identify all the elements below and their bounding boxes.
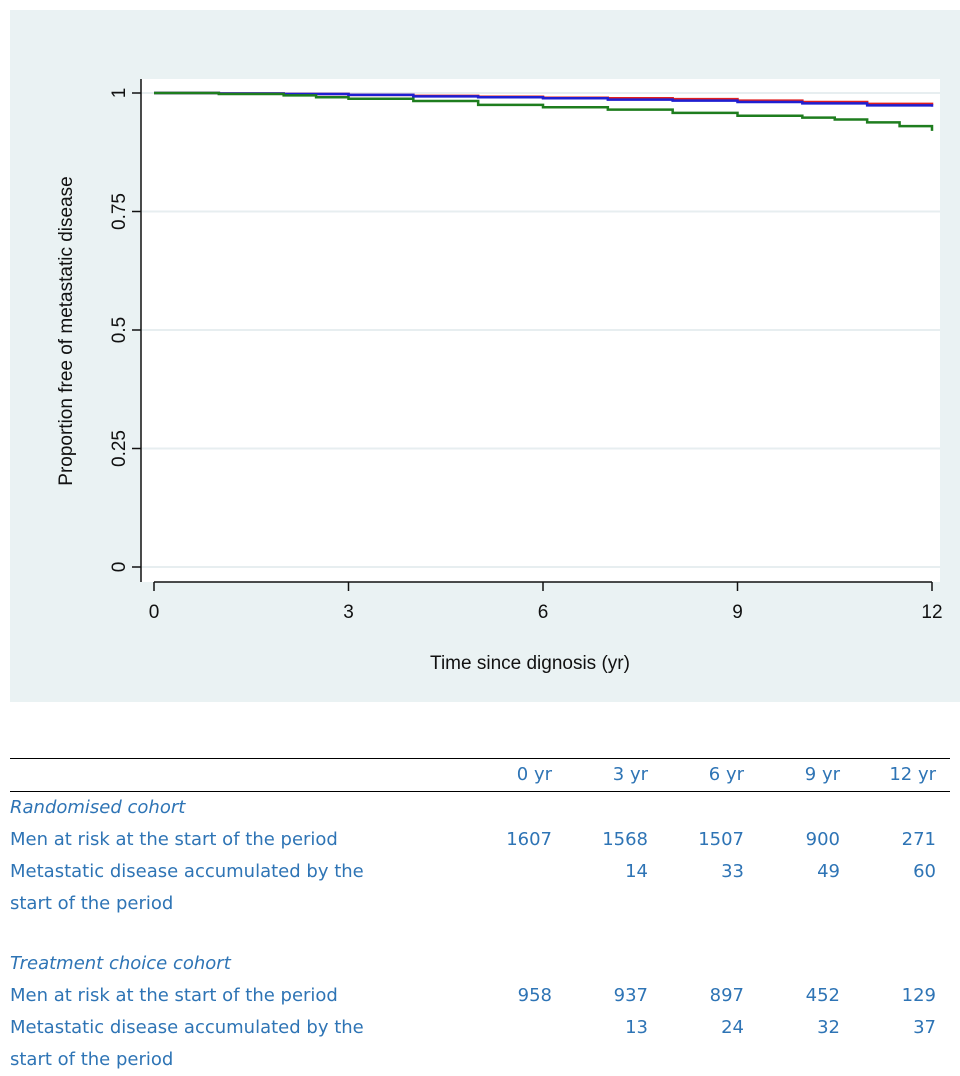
series-line-3 [154,91,934,131]
header-cell: 12 yr [854,758,950,792]
y-tick-label: 0 [109,562,130,573]
header-cell: 3 yr [566,758,662,792]
at-risk-label: Men at risk at the start of the period [10,829,338,850]
table-header-row: 0 yr 3 yr 6 yr 9 yr 12 yr [10,758,950,792]
at-risk-value: 900 [805,829,840,850]
cohort-title-row: Treatment choice cohort [10,948,950,980]
at-risk-value: 1507 [698,829,744,850]
y-tick-label: 1 [109,88,130,99]
metastatic-label-cont: start of the period [10,893,174,914]
at-risk-value: 937 [613,985,648,1006]
metastatic-value: 33 [721,861,744,882]
y-tick-label: 0.75 [109,193,130,230]
metastatic-value [470,1012,566,1044]
y-tick-label: 0.5 [109,317,130,343]
y-tick-label: 0.25 [109,430,130,467]
at-risk-value: 958 [517,985,552,1006]
treatment-cohort-title: Treatment choice cohort [10,953,231,974]
at-risk-value: 1568 [602,829,648,850]
x-axis-label: Time since dignosis (yr) [430,653,630,674]
x-tick-label: 9 [732,602,743,623]
metastatic-value: 49 [817,861,840,882]
metastatic-label: Metastatic disease accumulated by the [10,861,364,882]
spacer-cell [10,920,950,948]
y-axis-label: Proportion free of metastatic disease [56,176,77,485]
at-risk-value: 1607 [506,829,552,850]
metastatic-label-cont: start of the period [10,1049,174,1070]
at-risk-value: 271 [901,829,936,850]
metastatic-value: 37 [913,1017,936,1038]
spacer-row [10,920,950,948]
metastatic-value: 24 [721,1017,744,1038]
at-risk-label: Men at risk at the start of the period [10,985,338,1006]
at-risk-value: 452 [805,985,840,1006]
randomised-cohort-title: Randomised cohort [10,797,186,818]
header-cell: 0 yr [470,758,566,792]
at-risk-value: 129 [901,985,936,1006]
metastatic-label: Metastatic disease accumulated by the [10,1017,364,1038]
header-cell: 9 yr [758,758,854,792]
metastatic-value: 13 [625,1017,648,1038]
metastatic-value: 60 [913,861,936,882]
table-row: Metastatic disease accumulated by the 14… [10,856,950,888]
cohort-title-row: Randomised cohort [10,792,950,825]
risk-table: 0 yr 3 yr 6 yr 9 yr 12 yr Randomised coh… [10,758,950,1076]
metastatic-value: 14 [625,861,648,882]
x-tick-label: 6 [538,602,549,623]
at-risk-value: 897 [709,985,744,1006]
table-row: Metastatic disease accumulated by the 13… [10,1012,950,1044]
header-cell: 6 yr [662,758,758,792]
table-row: Men at risk at the start of the period 9… [10,980,950,1012]
x-tick-label: 12 [921,602,942,623]
x-tick-label: 0 [149,602,160,623]
header-cell [10,758,470,792]
table-row: Men at risk at the start of the period 1… [10,824,950,856]
x-tick-label: 3 [343,602,354,623]
table-row: start of the period [10,1044,950,1076]
metastatic-value: 32 [817,1017,840,1038]
metastatic-value [470,856,566,888]
table-row: start of the period [10,888,950,920]
km-chart: 0 0.25 0.5 0.75 1 0 3 6 9 12 Time since dignosis … [56,79,943,674]
